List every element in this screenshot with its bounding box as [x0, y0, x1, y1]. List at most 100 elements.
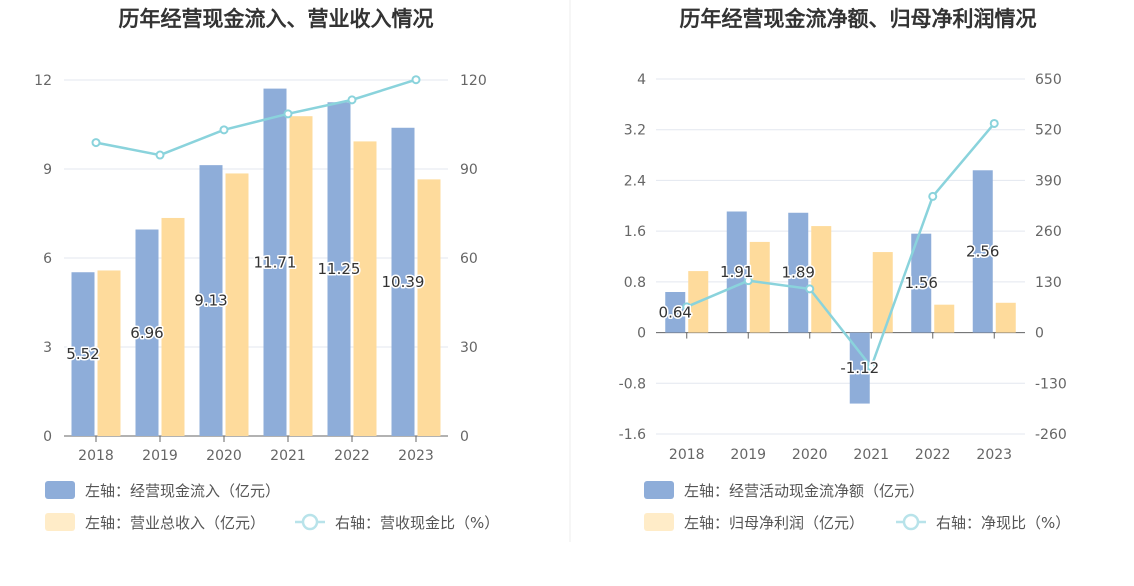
bar-primary — [972, 170, 993, 333]
left-axis-tick-label: 6 — [43, 251, 52, 267]
legend-label: 左轴：营业总收入（亿元） — [85, 514, 265, 532]
ratio-line — [95, 78, 417, 157]
bar-secondary — [417, 179, 441, 436]
right-axis-tick-label: 120 — [460, 73, 487, 89]
bar-secondary — [995, 302, 1016, 333]
ratio-point — [411, 75, 421, 85]
left-axis-tick-label: -0.8 — [619, 376, 646, 392]
legend-label: 左轴：经营活动现金流净额（亿元） — [684, 482, 924, 500]
x-axis-tick-label: 2019 — [142, 448, 178, 464]
x-axis-tick-label: 2023 — [976, 447, 1012, 463]
ratio-point — [928, 191, 938, 201]
right-axis-tick-label: 650 — [1035, 72, 1062, 88]
chart-title: 历年经营现金流净额、归母净利润情况 — [680, 7, 1037, 31]
left-axis-tick-label: 3 — [43, 340, 52, 356]
left-axis-tick-label: 4 — [637, 72, 646, 88]
left-axis-tick-label: 12 — [34, 73, 52, 89]
bar-value-label: 5.52 — [66, 345, 99, 363]
bar-value-label: 1.56 — [905, 274, 938, 292]
ratio-point — [805, 284, 815, 294]
left-axis-tick-label: 0 — [637, 326, 646, 342]
ratio-point — [866, 362, 876, 372]
ratio-point — [155, 150, 165, 160]
bar-secondary — [353, 141, 377, 436]
legend-label: 右轴：净现比（%） — [936, 514, 1070, 532]
left-axis-tick-label: 0.8 — [624, 275, 646, 291]
right-axis-tick-label: 520 — [1035, 123, 1062, 139]
ratio-point — [989, 118, 999, 128]
ratio-line — [686, 122, 996, 370]
right-axis-tick-label: 30 — [460, 340, 478, 356]
x-axis-tick-label: 2021 — [853, 447, 889, 463]
ratio-point — [743, 276, 753, 286]
bar-value-label: 2.56 — [966, 242, 999, 260]
x-axis-tick-label: 2018 — [78, 448, 114, 464]
bar-primary — [263, 88, 287, 436]
left-axis-tick-label: 9 — [43, 162, 52, 178]
right-axis-tick-label: -130 — [1035, 376, 1067, 392]
ratio-point — [283, 109, 293, 119]
x-axis-tick-label: 2022 — [915, 447, 951, 463]
bar-value-label: 6.96 — [130, 324, 163, 342]
bar-value-label: 1.91 — [720, 263, 753, 281]
ratio-point — [219, 125, 229, 135]
bar-secondary — [749, 241, 770, 333]
bar-secondary — [289, 116, 313, 437]
legend-marker — [301, 513, 319, 531]
legend-swatch — [45, 481, 75, 499]
x-axis-tick-label: 2020 — [792, 447, 828, 463]
right-axis-tick-label: 260 — [1035, 224, 1062, 240]
x-axis-tick-label: 2023 — [398, 448, 434, 464]
bar-primary — [199, 165, 223, 437]
chart-title: 历年经营现金流入、营业收入情况 — [119, 7, 434, 31]
bar-value-label: 1.89 — [782, 264, 815, 282]
legend-label: 左轴：经营现金流入（亿元） — [85, 482, 280, 500]
right-axis-tick-label: 130 — [1035, 275, 1062, 291]
bar-value-label: -1.12 — [840, 359, 879, 377]
ratio-point — [91, 138, 101, 148]
left-axis-tick-label: -1.6 — [619, 427, 646, 443]
bar-value-label: 11.25 — [318, 260, 361, 278]
right-axis-tick-label: 90 — [460, 162, 478, 178]
bar-primary — [391, 127, 415, 436]
chart-1: 历年经营现金流入、营业收入情况 0 0 3 30 6 60 9 90 12 120 2018 2019 2… — [34, 7, 499, 532]
ratio-point — [682, 302, 692, 312]
bar-secondary — [225, 173, 249, 436]
ratio-point — [347, 95, 357, 105]
bar-primary — [726, 211, 747, 333]
right-axis-tick-label: 60 — [460, 251, 478, 267]
x-axis-tick-label: 2022 — [334, 448, 370, 464]
right-axis-tick-label: 0 — [1035, 326, 1044, 342]
bar-secondary — [161, 217, 185, 436]
x-axis-tick-label: 2018 — [669, 447, 705, 463]
left-axis-tick-label: 1.6 — [624, 224, 646, 240]
legend-swatch — [45, 513, 75, 531]
legend-marker — [902, 513, 920, 531]
bar-value-label: 0.64 — [659, 303, 692, 321]
bar-secondary — [872, 252, 893, 333]
bar-secondary — [934, 304, 955, 333]
bar-secondary — [811, 226, 832, 333]
bar-primary — [135, 229, 159, 436]
legend-swatch — [644, 513, 674, 531]
legend-label: 左轴：归母净利润（亿元） — [684, 514, 864, 532]
bar-primary — [665, 292, 686, 333]
bar-primary — [71, 272, 95, 436]
right-axis-tick-label: 0 — [460, 429, 469, 445]
left-axis-tick-label: 3.2 — [624, 123, 646, 139]
bar-primary — [327, 102, 351, 436]
x-axis-tick-label: 2021 — [270, 448, 306, 464]
bar-value-label: 11.71 — [254, 253, 297, 271]
left-axis-tick-label: 2.4 — [624, 173, 646, 189]
legend-swatch — [644, 481, 674, 499]
bar-value-label: 9.13 — [194, 292, 227, 310]
bar-value-label: 10.39 — [382, 273, 425, 291]
left-axis-tick-label: 0 — [43, 429, 52, 445]
x-axis-tick-label: 2020 — [206, 448, 242, 464]
right-axis-tick-label: -260 — [1035, 427, 1067, 443]
chart-2: 历年经营现金流净额、归母净利润情况 -1.6 -260 -0.8 -130 0 0 0.8 13… — [619, 7, 1071, 532]
x-axis-tick-label: 2019 — [730, 447, 766, 463]
bar-primary — [911, 233, 932, 333]
